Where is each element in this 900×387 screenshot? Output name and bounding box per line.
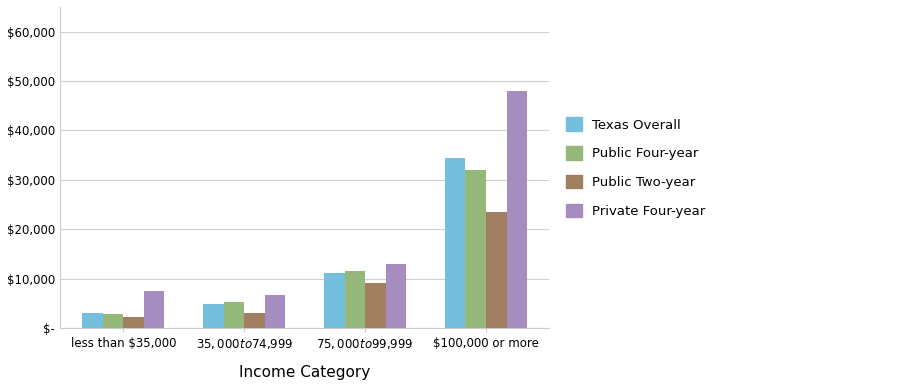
Bar: [365, 283, 385, 328]
Bar: [265, 295, 285, 328]
Bar: [244, 313, 265, 328]
Bar: [144, 291, 165, 328]
Bar: [103, 314, 123, 328]
Bar: [224, 302, 244, 328]
Bar: [465, 170, 486, 328]
Bar: [123, 317, 144, 328]
Bar: [385, 264, 406, 328]
Bar: [345, 271, 365, 328]
Bar: [486, 212, 507, 328]
Bar: [324, 273, 345, 328]
Legend: Texas Overall, Public Four-year, Public Two-year, Private Four-year: Texas Overall, Public Four-year, Public …: [561, 112, 711, 223]
Bar: [203, 305, 224, 328]
X-axis label: Income Category: Income Category: [239, 365, 370, 380]
Bar: [507, 91, 527, 328]
Bar: [445, 158, 465, 328]
Bar: [82, 313, 103, 328]
